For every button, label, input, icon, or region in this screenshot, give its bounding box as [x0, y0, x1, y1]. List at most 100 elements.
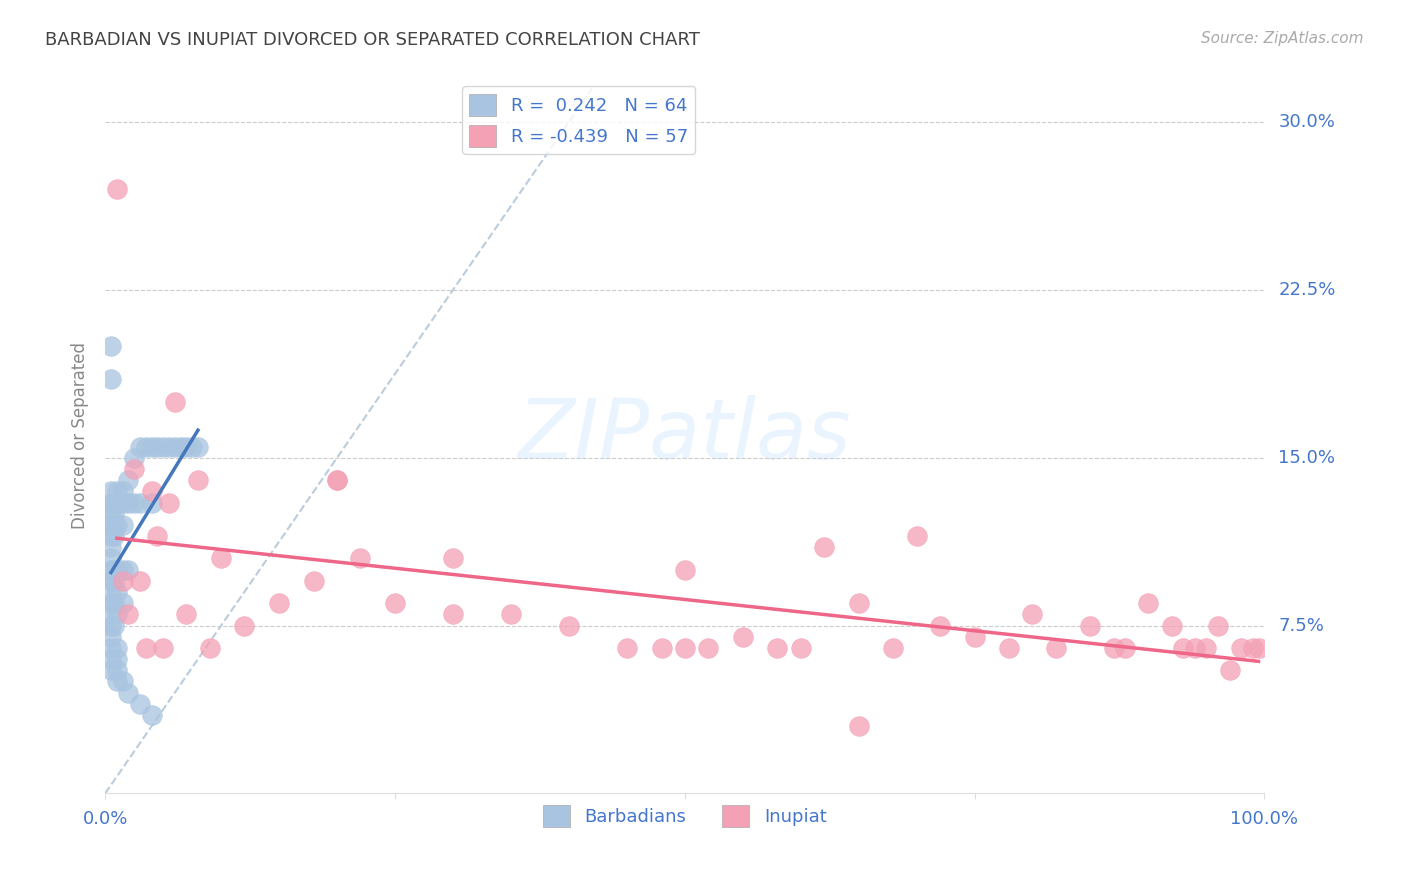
Point	[1080, 618, 1102, 632]
Point	[105, 517, 128, 532]
Point	[111, 563, 134, 577]
Point	[697, 640, 720, 655]
Point	[1137, 596, 1160, 610]
Point	[100, 630, 122, 644]
Point	[129, 440, 152, 454]
Point	[105, 182, 128, 196]
Point	[176, 607, 198, 622]
Point	[441, 551, 464, 566]
Point	[105, 640, 128, 655]
Point	[163, 394, 186, 409]
Point	[135, 640, 157, 655]
Point	[100, 517, 122, 532]
Point	[105, 652, 128, 666]
Point	[122, 450, 145, 465]
Point	[326, 473, 349, 487]
Text: 22.5%: 22.5%	[1278, 281, 1336, 299]
Point	[100, 596, 122, 610]
Point	[1114, 640, 1136, 655]
Point	[157, 495, 180, 509]
Point	[152, 640, 174, 655]
Point	[100, 618, 122, 632]
Point	[100, 484, 122, 499]
Point	[441, 607, 464, 622]
Point	[146, 529, 169, 543]
Point	[117, 686, 139, 700]
Point	[813, 541, 835, 555]
Point	[1173, 640, 1195, 655]
Point	[117, 563, 139, 577]
Point	[103, 529, 125, 543]
Point	[105, 663, 128, 677]
Point	[105, 674, 128, 689]
Point	[105, 495, 128, 509]
Point	[1247, 640, 1270, 655]
Legend: Barbadians, Inupiat: Barbadians, Inupiat	[536, 798, 834, 834]
Point	[766, 640, 789, 655]
Point	[141, 440, 163, 454]
Point	[103, 507, 125, 521]
Point	[349, 551, 371, 566]
Point	[673, 563, 696, 577]
Point	[558, 618, 581, 632]
Point	[1241, 640, 1264, 655]
Point	[105, 563, 128, 577]
Point	[267, 596, 290, 610]
Point	[209, 551, 232, 566]
Point	[100, 507, 122, 521]
Point	[141, 708, 163, 723]
Point	[103, 618, 125, 632]
Point	[122, 495, 145, 509]
Point	[100, 607, 122, 622]
Point	[100, 372, 122, 386]
Point	[111, 484, 134, 499]
Point	[326, 473, 349, 487]
Point	[105, 484, 128, 499]
Point	[103, 574, 125, 588]
Point	[117, 607, 139, 622]
Point	[103, 495, 125, 509]
Point	[105, 607, 128, 622]
Point	[100, 640, 122, 655]
Point	[100, 585, 122, 599]
Text: Source: ZipAtlas.com: Source: ZipAtlas.com	[1201, 31, 1364, 46]
Point	[1045, 640, 1067, 655]
Point	[100, 541, 122, 555]
Point	[111, 495, 134, 509]
Point	[100, 495, 122, 509]
Point	[100, 529, 122, 543]
Point	[111, 596, 134, 610]
Point	[129, 574, 152, 588]
Point	[103, 517, 125, 532]
Text: 15.0%: 15.0%	[1278, 449, 1336, 467]
Point	[198, 640, 221, 655]
Point	[233, 618, 256, 632]
Text: 30.0%: 30.0%	[1278, 113, 1336, 131]
Point	[998, 640, 1021, 655]
Point	[169, 440, 191, 454]
Point	[111, 574, 134, 588]
Text: BARBADIAN VS INUPIAT DIVORCED OR SEPARATED CORRELATION CHART: BARBADIAN VS INUPIAT DIVORCED OR SEPARAT…	[45, 31, 700, 49]
Text: 7.5%: 7.5%	[1278, 616, 1324, 634]
Point	[789, 640, 811, 655]
Point	[103, 596, 125, 610]
Point	[129, 697, 152, 711]
Point	[384, 596, 406, 610]
Point	[187, 473, 209, 487]
Point	[181, 440, 204, 454]
Point	[499, 607, 522, 622]
Point	[1230, 640, 1253, 655]
Text: ZIPatlas: ZIPatlas	[517, 395, 852, 476]
Point	[141, 495, 163, 509]
Point	[111, 674, 134, 689]
Point	[100, 652, 122, 666]
Point	[1206, 618, 1229, 632]
Point	[905, 529, 928, 543]
Point	[141, 484, 163, 499]
Point	[157, 440, 180, 454]
Point	[163, 440, 186, 454]
Point	[1184, 640, 1206, 655]
Point	[928, 618, 950, 632]
Point	[100, 339, 122, 353]
Point	[302, 574, 325, 588]
